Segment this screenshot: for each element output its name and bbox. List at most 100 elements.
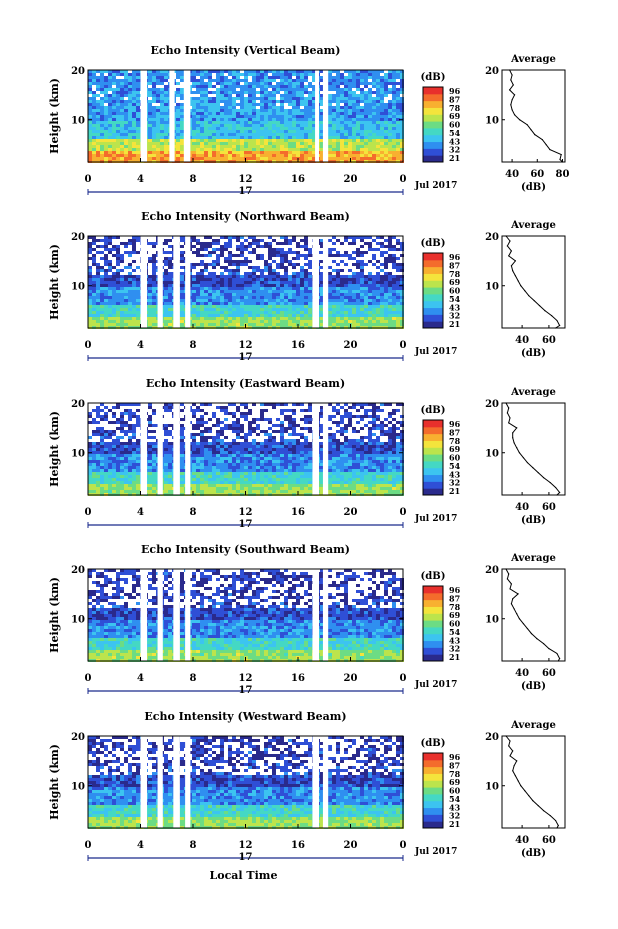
heatmap-cell (136, 311, 140, 314)
heatmap-cell (204, 299, 208, 302)
heatmap-cell (224, 103, 228, 106)
heatmap-cell (372, 70, 376, 73)
heatmap-cell (112, 302, 116, 305)
heatmap-cell (248, 427, 252, 430)
heatmap-cell (88, 76, 92, 79)
heatmap-cell (212, 139, 216, 142)
heatmap-cell (400, 290, 404, 293)
heatmap-cell (392, 290, 396, 293)
heatmap-cell (292, 299, 296, 302)
heatmap-cell (100, 109, 104, 112)
heatmap-cell (124, 323, 128, 326)
heatmap-cell (272, 275, 276, 278)
heatmap-cell (372, 424, 376, 427)
heatmap-cell (212, 124, 216, 127)
heatmap-cell (272, 320, 276, 323)
heatmap-cell (348, 320, 352, 323)
heatmap-cell (164, 308, 168, 311)
heatmap-cell (200, 133, 204, 136)
heatmap-cell (348, 127, 352, 130)
heatmap-cell (396, 145, 400, 148)
heatmap-cell (216, 260, 220, 263)
heatmap-cell (348, 124, 352, 127)
heatmap-cell (320, 145, 324, 148)
heatmap-cell (152, 320, 156, 323)
panel-3: Echo Intensity (Eastward Beam)2010Height… (48, 377, 566, 530)
heatmap-cell (296, 91, 300, 94)
heatmap-cell (224, 257, 228, 260)
date-month-label: Jul 2017 (414, 181, 457, 191)
heatmap-cell (268, 302, 272, 305)
heatmap-cell (180, 145, 184, 148)
heatmap-cell (396, 409, 400, 412)
heatmap-cell (356, 278, 360, 281)
average-profile-point (512, 84, 514, 86)
heatmap-cell (272, 88, 276, 91)
heatmap-cell (344, 275, 348, 278)
heatmap-cell (120, 418, 124, 421)
heatmap-cell (392, 278, 396, 281)
heatmap-cell (284, 109, 288, 112)
heatmap-cell (284, 287, 288, 290)
heatmap-cell (292, 409, 296, 412)
heatmap-cell (236, 409, 240, 412)
colorbar-tick-label: 43 (449, 136, 461, 146)
heatmap-cell (352, 133, 356, 136)
heatmap-cell (348, 314, 352, 317)
average-profile-point (511, 109, 513, 111)
heatmap-cell (244, 121, 248, 124)
heatmap-cell (396, 91, 400, 94)
heatmap-cell (368, 299, 372, 302)
heatmap-cell (220, 320, 224, 323)
heatmap-cell (276, 100, 280, 103)
heatmap-cell (332, 296, 336, 299)
heatmap-cell (380, 118, 384, 121)
heatmap-cell (300, 148, 304, 151)
heatmap-cell (348, 148, 352, 151)
heatmap-cell (192, 73, 196, 76)
heatmap-cell (92, 314, 96, 317)
heatmap-cell (180, 278, 184, 281)
heatmap-cell (344, 139, 348, 142)
heatmap-cell (108, 409, 112, 412)
heatmap-cell (216, 317, 220, 320)
heatmap-cell (104, 76, 108, 79)
heatmap-cell (368, 260, 372, 263)
heatmap-cell (272, 142, 276, 145)
heatmap-cell (176, 73, 180, 76)
heatmap-cell (96, 299, 100, 302)
heatmap-cell (328, 121, 332, 124)
heatmap-cell (292, 272, 296, 275)
heatmap-cell (92, 79, 96, 82)
heatmap-cell (104, 70, 108, 73)
heatmap-cell (384, 133, 388, 136)
heatmap-cell (112, 133, 116, 136)
heatmap-cell (392, 127, 396, 130)
heatmap-cell (344, 76, 348, 79)
heatmap-cell (236, 73, 240, 76)
heatmap-cell (200, 97, 204, 100)
heatmap-cell (156, 91, 160, 94)
heatmap-cell (212, 100, 216, 103)
heatmap-cell (220, 427, 224, 430)
heatmap-cell (88, 275, 92, 278)
heatmap-cell (268, 94, 272, 97)
heatmap-cell (232, 254, 236, 257)
heatmap-cell (236, 145, 240, 148)
heatmap-cell (180, 97, 184, 100)
heatmap-cell (292, 154, 296, 157)
heatmap-cell (152, 257, 156, 260)
heatmap-cell (364, 305, 368, 308)
heatmap-cell (148, 296, 152, 299)
heatmap-cell (292, 275, 296, 278)
heatmap-cell (208, 136, 212, 139)
heatmap-cell (196, 305, 200, 308)
heatmap-cell (332, 88, 336, 91)
heatmap-cell (232, 73, 236, 76)
heatmap-cell (264, 103, 268, 106)
heatmap-cell (228, 70, 232, 73)
heatmap-cell (104, 91, 108, 94)
heatmap-cell (288, 76, 292, 79)
heatmap-cell (392, 133, 396, 136)
heatmap-cell (152, 97, 156, 100)
